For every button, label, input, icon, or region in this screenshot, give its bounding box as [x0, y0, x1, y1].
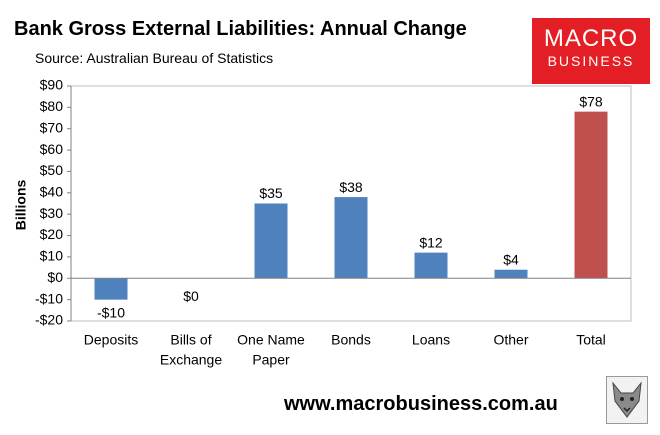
- logo-line-2: BUSINESS: [547, 53, 635, 69]
- bar: [94, 278, 128, 300]
- chart-subtitle: Source: Australian Bureau of Statistics: [35, 50, 274, 66]
- chart-plot-area: -$20 -$10 $0 $10 $20 $30 $40 $50 $60 $70 $80 $90 -$1…: [35, 77, 632, 368]
- y-tick-label: $50: [40, 162, 64, 178]
- category-label: Deposits: [84, 332, 138, 348]
- bar: [494, 269, 528, 279]
- bar: [254, 203, 288, 279]
- y-tick-label: $60: [40, 141, 64, 157]
- y-tick-label: $40: [40, 184, 64, 200]
- category-label: Other: [493, 332, 528, 348]
- data-label: $38: [339, 179, 363, 195]
- bar: [414, 252, 448, 279]
- y-tick-label: -$10: [35, 290, 63, 306]
- logo-line-1: MACRO: [543, 25, 639, 52]
- y-tick-label: $10: [40, 248, 64, 264]
- bar: [334, 197, 368, 279]
- y-axis-label: Billions: [13, 180, 29, 231]
- footer-url: www.macrobusiness.com.au: [284, 393, 558, 415]
- y-tick-label: $20: [40, 226, 64, 242]
- data-label: -$10: [97, 304, 125, 320]
- data-label: $12: [419, 234, 443, 250]
- data-label: $4: [503, 251, 519, 267]
- data-label: $35: [259, 185, 283, 201]
- category-label: One Name: [237, 332, 305, 348]
- y-tick-label: -$20: [35, 312, 63, 328]
- category-label: Bonds: [331, 332, 371, 348]
- category-label: Loans: [412, 332, 450, 348]
- chart-title: Bank Gross External Liabilities: Annual …: [14, 18, 467, 40]
- wolf-logo-icon: [606, 376, 648, 424]
- category-label: Bills of: [170, 332, 211, 348]
- y-tick-label: $70: [40, 119, 64, 135]
- data-label: $78: [579, 93, 603, 109]
- y-tick-label: $90: [40, 77, 64, 93]
- bar: [574, 111, 608, 279]
- y-tick-label: $80: [40, 98, 64, 114]
- category-label: Paper: [252, 352, 290, 368]
- category-label: Total: [576, 332, 606, 348]
- y-tick-label: $0: [47, 269, 63, 285]
- y-tick-label: $30: [40, 205, 64, 221]
- macrobusiness-logo: MACRO BUSINESS: [532, 18, 650, 84]
- category-label: Exchange: [160, 352, 222, 368]
- data-label: $0: [183, 288, 199, 304]
